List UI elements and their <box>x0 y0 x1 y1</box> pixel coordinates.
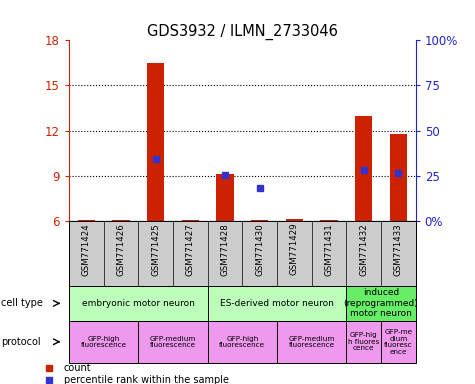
Text: GSM771428: GSM771428 <box>220 223 229 275</box>
Text: embryonic motor neuron: embryonic motor neuron <box>82 299 195 308</box>
Bar <box>147 63 164 221</box>
Bar <box>346 286 416 321</box>
Bar <box>251 220 268 221</box>
Bar <box>138 321 208 363</box>
Text: GSM771426: GSM771426 <box>116 223 125 275</box>
Text: GSM771433: GSM771433 <box>394 223 403 275</box>
Bar <box>112 220 130 221</box>
Text: protocol: protocol <box>1 337 41 347</box>
Text: GFP-medium
fluorescence: GFP-medium fluorescence <box>150 336 196 348</box>
Bar <box>285 219 303 221</box>
Text: GFP-me
dium
fluoresc
ence: GFP-me dium fluoresc ence <box>384 329 413 354</box>
Text: percentile rank within the sample: percentile rank within the sample <box>64 375 228 384</box>
Bar <box>381 321 416 363</box>
Text: GSM771430: GSM771430 <box>255 223 264 275</box>
Bar <box>69 286 208 321</box>
Text: GFP-high
fluorescence: GFP-high fluorescence <box>80 336 127 348</box>
Text: GSM771429: GSM771429 <box>290 223 299 275</box>
Bar <box>390 134 407 221</box>
Bar <box>208 286 346 321</box>
Title: GDS3932 / ILMN_2733046: GDS3932 / ILMN_2733046 <box>147 24 338 40</box>
Text: GSM771425: GSM771425 <box>151 223 160 275</box>
Text: cell type: cell type <box>1 298 43 308</box>
Text: GFP-medium
fluorescence: GFP-medium fluorescence <box>288 336 335 348</box>
Bar <box>208 321 277 363</box>
Bar <box>77 220 95 221</box>
Text: GSM771431: GSM771431 <box>324 223 333 275</box>
Bar <box>181 220 199 221</box>
Bar <box>277 321 346 363</box>
Bar <box>69 321 138 363</box>
Bar <box>320 220 338 221</box>
Text: ES-derived motor neuron: ES-derived motor neuron <box>220 299 334 308</box>
Bar <box>216 174 234 221</box>
Bar <box>346 321 381 363</box>
Text: GFP-high
fluorescence: GFP-high fluorescence <box>219 336 266 348</box>
Bar <box>355 116 372 221</box>
Text: GSM771424: GSM771424 <box>82 223 91 275</box>
Text: GSM771432: GSM771432 <box>359 223 368 275</box>
Text: GSM771427: GSM771427 <box>186 223 195 275</box>
Text: induced
(reprogrammed)
motor neuron: induced (reprogrammed) motor neuron <box>343 288 418 318</box>
Text: count: count <box>64 363 91 373</box>
Text: GFP-hig
h fluores
cence: GFP-hig h fluores cence <box>348 332 380 351</box>
